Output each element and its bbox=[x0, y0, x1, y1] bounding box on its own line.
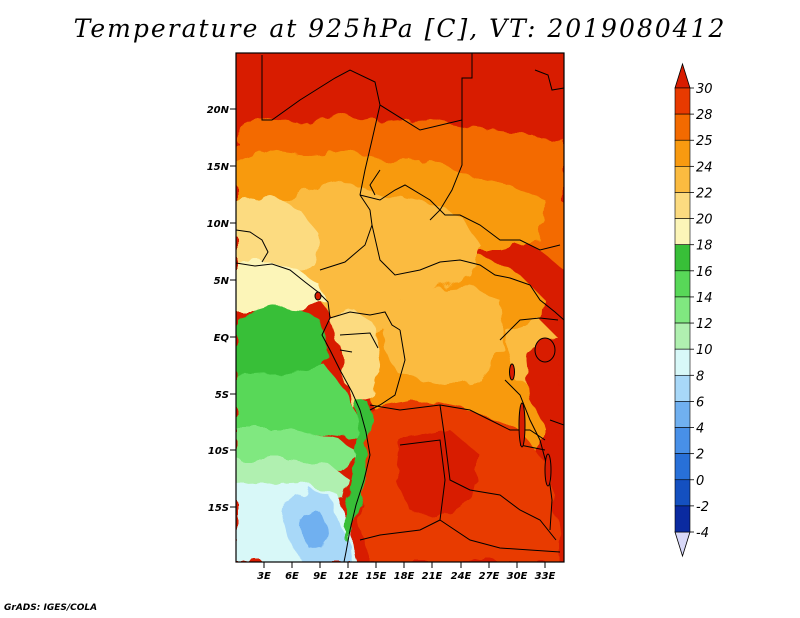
colorbar-label: 16 bbox=[696, 265, 713, 280]
colorbar-label: 14 bbox=[696, 291, 713, 306]
lon-label: 3E bbox=[257, 571, 271, 582]
colorbar-segment bbox=[674, 218, 691, 246]
lat-label: 5N bbox=[214, 276, 230, 287]
colorbar-label: 10 bbox=[696, 343, 713, 358]
lat-label: 10S bbox=[208, 446, 229, 457]
colorbar-label: 30 bbox=[696, 82, 713, 97]
lat-label: 10N bbox=[207, 219, 230, 230]
colorbar-segment bbox=[674, 166, 691, 193]
map-frame bbox=[235, 52, 565, 563]
colorbar-segment bbox=[674, 270, 691, 298]
colorbar-segment bbox=[674, 348, 691, 376]
colorbar-label: 4 bbox=[696, 422, 704, 437]
ocean-lightgreen bbox=[236, 428, 360, 470]
colorbar-segment bbox=[674, 453, 691, 481]
lat-label: 15N bbox=[207, 162, 230, 173]
colorbar-segment bbox=[674, 113, 691, 141]
lon-label: 6E bbox=[285, 571, 299, 582]
lon-label: 33E bbox=[535, 571, 556, 582]
lat-label: EQ bbox=[214, 333, 230, 344]
ocean-blue-patch bbox=[300, 510, 326, 548]
lon-axis bbox=[263, 562, 546, 568]
colorbar-label: 20 bbox=[696, 213, 713, 228]
interior-lightorange bbox=[260, 180, 480, 350]
country-borders bbox=[236, 53, 564, 562]
lat-label: 20N bbox=[207, 105, 230, 116]
temperature-field bbox=[236, 53, 564, 562]
colorbar-segment bbox=[674, 401, 691, 428]
lon-label: 15E bbox=[366, 571, 387, 582]
colorbar-segment bbox=[674, 87, 691, 115]
colorbar-segment bbox=[674, 427, 691, 454]
colorbar-label: -4 bbox=[696, 526, 709, 541]
ocean-green bbox=[236, 365, 360, 440]
lat-label: 5S bbox=[215, 390, 229, 401]
colorbar-label: 18 bbox=[696, 239, 713, 254]
colorbar-label: 25 bbox=[696, 134, 713, 149]
lakes bbox=[314, 291, 556, 487]
colorbar-label: 22 bbox=[696, 186, 713, 201]
lat-label: 15S bbox=[208, 503, 229, 514]
south-interior-deep bbox=[395, 430, 480, 520]
lon-label: 21E bbox=[422, 571, 443, 582]
ocean-green-dark bbox=[236, 308, 330, 380]
colorbar-under-triangle bbox=[674, 531, 691, 558]
colorbar-label: 0 bbox=[696, 474, 704, 489]
basin-lightorange bbox=[380, 285, 505, 385]
colorbar-segment bbox=[674, 244, 691, 272]
lon-label: 30E bbox=[507, 571, 528, 582]
grads-credit: GrADS: IGES/COLA bbox=[4, 603, 98, 613]
plot-title: Temperature at 925hPa [C], VT: 201908041… bbox=[73, 14, 727, 43]
lon-label: 9E bbox=[313, 571, 327, 582]
colorbar-label: 2 bbox=[696, 448, 704, 463]
colorbar-segment bbox=[674, 322, 691, 350]
colorbar-segment bbox=[674, 296, 691, 324]
colorbar-label: 12 bbox=[696, 317, 713, 332]
lon-label: 27E bbox=[479, 571, 500, 582]
colorbar-label: 28 bbox=[696, 108, 713, 123]
lon-label: 12E bbox=[338, 571, 359, 582]
colorbar-label: -2 bbox=[696, 500, 709, 515]
east-rift-red bbox=[525, 340, 564, 440]
colorbar-label: 6 bbox=[696, 395, 704, 410]
colorbar-label: 24 bbox=[696, 160, 713, 175]
lon-label: 18E bbox=[394, 571, 415, 582]
gulf-yellow bbox=[236, 262, 325, 312]
colorbar-segment bbox=[674, 505, 691, 533]
colorbar-over-triangle bbox=[674, 62, 691, 89]
colorbar-segment bbox=[674, 192, 691, 219]
colorbar-segment bbox=[674, 139, 691, 167]
lat-axis bbox=[230, 108, 236, 508]
lon-label: 24E bbox=[451, 571, 472, 582]
colorbar-segment bbox=[674, 479, 691, 507]
colorbar-segment bbox=[674, 374, 691, 402]
colorbar-label: 8 bbox=[696, 369, 704, 384]
